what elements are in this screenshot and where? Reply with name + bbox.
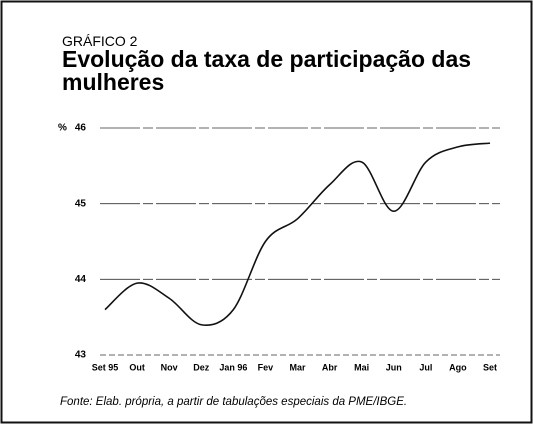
x-tick-label: Abr [322, 362, 338, 372]
x-tick-label: Nov [161, 362, 178, 372]
y-unit: % [58, 123, 67, 134]
y-tick-label: 43 [75, 350, 87, 361]
x-tick-label: Fev [258, 362, 274, 372]
x-tick-label: Jun [386, 362, 402, 372]
x-tick-label: Set [483, 362, 497, 372]
line [104, 142, 491, 326]
x-tick-label: Mai [354, 362, 369, 372]
chart-label: GRÁFICO 2 [62, 33, 138, 49]
x-tick-label: Jul [419, 362, 432, 372]
chart-title: Evolução da taxa de participação das mul… [62, 46, 472, 95]
y-tick-label: 44 [75, 274, 87, 285]
x-tick-label: Set 95 [92, 362, 119, 372]
source-note: Fonte: Elab. própria, a partir de tabula… [60, 396, 408, 408]
x-tick-label: Mar [289, 362, 306, 372]
x-tick-label: Jan 96 [219, 362, 247, 372]
x-tick-label: Dez [193, 362, 210, 372]
x-tick-label: Ago [449, 362, 467, 372]
y-tick-label: 46 [75, 123, 87, 134]
y-tick-label: 45 [75, 198, 87, 209]
x-tick-label: Out [129, 362, 145, 372]
